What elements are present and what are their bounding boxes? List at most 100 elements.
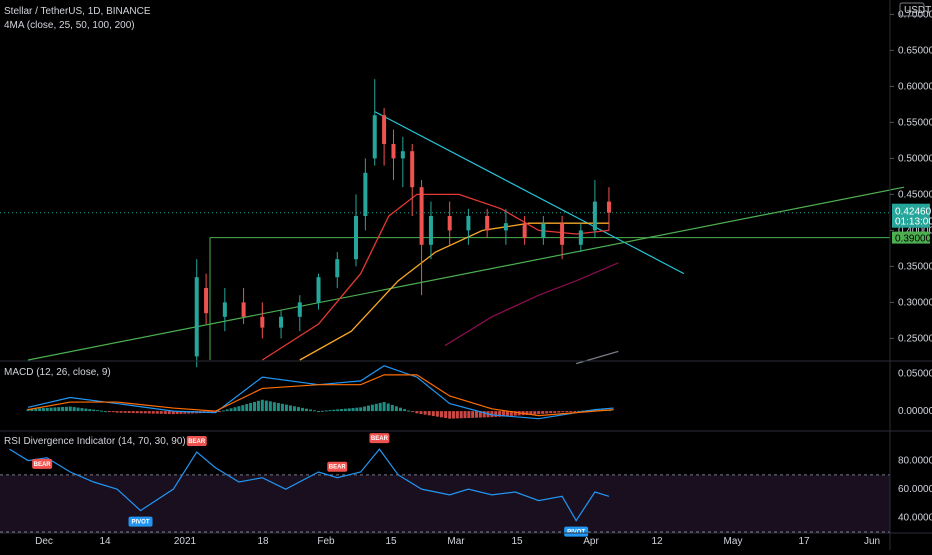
price-tick-label: 0.60000 <box>898 81 932 92</box>
macd-histogram-bar <box>139 411 143 414</box>
macd-histogram-bar <box>99 410 103 412</box>
currency-box <box>899 2 925 17</box>
candle-body <box>419 187 424 245</box>
price-pane <box>0 79 905 368</box>
candle-body <box>354 216 358 260</box>
ma100-line <box>444 262 619 347</box>
macd-histogram-bar <box>545 411 549 414</box>
macd-histogram-bar <box>529 411 533 415</box>
macd-legend[interactable]: MACD (12, 26, close, 9) <box>4 367 111 378</box>
bear-signal-label: BEAR <box>371 436 389 442</box>
bear-signal-badge <box>186 436 207 446</box>
macd-histogram-bar <box>482 411 486 418</box>
time-tick-label: 14 <box>99 536 111 547</box>
macd-histogram-bar <box>68 406 72 412</box>
macd-histogram-bar <box>225 409 229 412</box>
macd-histogram-bar <box>359 407 363 412</box>
rsi-tick-label: 60.00000 <box>898 484 932 495</box>
macd-histogram-bar <box>57 407 61 412</box>
macd-histogram-bar <box>233 407 237 412</box>
macd-histogram-bar <box>343 408 347 412</box>
macd-histogram-bar <box>175 411 179 414</box>
macd-histogram-bar <box>72 407 76 412</box>
macd-histogram-bar <box>541 411 545 414</box>
price-tick-label: 0.65000 <box>898 45 932 56</box>
time-tick-label: 18 <box>257 536 269 547</box>
macd-histogram-bar <box>76 407 80 412</box>
macd-histogram-bar <box>61 406 65 412</box>
bear-signal-badge <box>32 458 53 469</box>
macd-histogram-bar <box>131 411 135 414</box>
rsi-tick-label: 80.00000 <box>898 456 932 467</box>
macd-histogram-bar <box>213 411 217 413</box>
candle-body <box>400 151 405 159</box>
macd-histogram-bar <box>45 407 49 412</box>
candle-body <box>466 216 471 231</box>
macd-histogram-bar <box>241 405 245 412</box>
macd-histogram-bar <box>324 410 328 412</box>
macd-histogram-bar <box>351 408 355 412</box>
macd-histogram-bar <box>221 410 225 412</box>
macd-tick-label: 0.05000 <box>898 368 932 379</box>
level-badge <box>892 231 930 244</box>
macd-histogram-bar <box>26 408 30 412</box>
macd-histogram-bar <box>502 411 506 417</box>
macd-histogram-bar <box>463 411 467 419</box>
candle-body <box>194 277 199 357</box>
macd-histogram-bar <box>84 408 88 412</box>
macd-histogram-bar <box>332 409 336 412</box>
level-label: 0.39000 <box>895 234 932 245</box>
macd-histogram-bar <box>577 410 581 412</box>
macd-histogram-bar <box>147 411 151 414</box>
macd-histogram-bar <box>415 411 419 414</box>
macd-histogram-bar <box>304 408 308 412</box>
symbol-legend[interactable]: Stellar / TetherUS, 1D, BINANCE <box>4 6 151 17</box>
macd-histogram-bar <box>34 408 38 412</box>
candle-body <box>279 316 284 328</box>
macd-histogram-bar <box>260 399 264 412</box>
macd-histogram-bar <box>573 411 577 413</box>
ma-legend[interactable]: 4MA (close, 25, 50, 100, 200) <box>4 20 135 31</box>
macd-histogram-bar <box>123 411 127 413</box>
macd-histogram-bar <box>549 411 553 414</box>
macd-histogram-bar <box>155 411 159 414</box>
macd-histogram-bar <box>328 410 332 412</box>
macd-histogram-bar <box>459 411 463 419</box>
price-tick-label: 0.25000 <box>898 333 932 344</box>
macd-histogram-bar <box>382 402 386 412</box>
macd-histogram-bar <box>272 402 276 412</box>
macd-histogram-bar <box>217 411 221 413</box>
macd-histogram-bar <box>390 404 394 412</box>
macd-histogram-bar <box>237 406 241 412</box>
pivot-signal-badge <box>564 526 589 537</box>
time-tick-label: 17 <box>798 536 810 547</box>
candle-body <box>485 216 490 231</box>
macd-histogram-bar <box>347 408 351 412</box>
macd-histogram-bar <box>64 406 68 412</box>
candle-body <box>382 115 387 144</box>
macd-histogram-bar <box>557 411 561 413</box>
macd-histogram-bar <box>245 404 249 412</box>
macd-histogram-bar <box>494 411 498 417</box>
macd-histogram-bar <box>38 408 42 412</box>
macd-histogram-bar <box>533 411 537 415</box>
bear-signal-label: BEAR <box>34 462 52 468</box>
candle-body <box>204 288 209 314</box>
macd-histogram-bar <box>280 403 284 412</box>
time-tick-label: 12 <box>651 536 663 547</box>
macd-histogram-bar <box>135 411 139 414</box>
macd-histogram-bar <box>41 408 45 412</box>
macd-histogram-bar <box>431 411 435 417</box>
macd-histogram-bar <box>308 409 312 412</box>
countdown-label: 01:13:00 <box>895 217 932 228</box>
macd-histogram-bar <box>53 407 57 412</box>
candle-body <box>592 201 597 231</box>
macd-histogram-bar <box>171 411 175 415</box>
macd-histogram-bar <box>288 405 292 412</box>
candle-body <box>260 316 265 328</box>
price-tick-label: 0.70000 <box>898 9 932 20</box>
rsi-legend[interactable]: RSI Divergence Indicator (14, 70, 30, 90… <box>4 436 186 447</box>
macd-histogram-bar <box>537 411 541 415</box>
